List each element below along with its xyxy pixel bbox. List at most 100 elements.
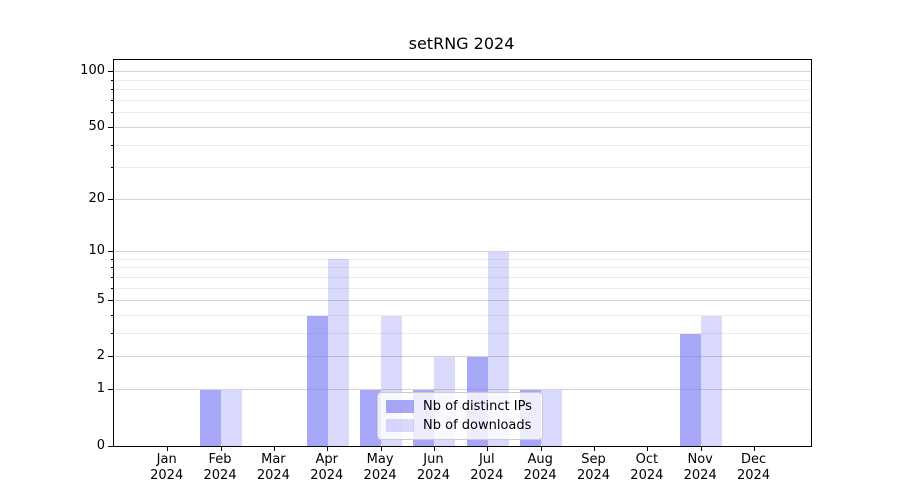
y-tick-mark-minor (111, 112, 114, 114)
x-tick-label: Jan 2024 (135, 452, 199, 484)
gridline-minor (114, 112, 811, 114)
gridline-minor (114, 79, 811, 81)
y-tick-mark-minor (111, 167, 114, 169)
y-tick-label: 1 (96, 381, 105, 397)
bar (327, 259, 349, 446)
y-tick-mark (108, 445, 114, 447)
gridline-major (114, 300, 811, 302)
x-tick-year: 2024 (683, 468, 717, 483)
gridline-major (114, 126, 811, 128)
x-tick-label: Feb 2024 (188, 452, 252, 484)
y-tick-label: 100 (80, 63, 105, 79)
x-tick-year: 2024 (310, 468, 344, 483)
x-tick-month: Aug (527, 452, 553, 467)
x-tick-year: 2024 (203, 468, 237, 483)
gridline-minor (114, 276, 811, 278)
legend-label: Nb of downloads (423, 418, 532, 433)
bar (200, 389, 222, 446)
x-tick-mark (220, 446, 222, 451)
x-tick-month: Feb (208, 452, 232, 467)
x-tick-year: 2024 (737, 468, 771, 483)
gridline-minor (114, 287, 811, 289)
y-tick-mark-minor (111, 100, 114, 102)
x-tick-mark (433, 446, 435, 451)
gridline-minor (114, 144, 811, 146)
gridline-minor (114, 315, 811, 317)
bar (221, 389, 243, 446)
x-tick-mark (380, 446, 382, 451)
x-tick-month: Jun (423, 452, 444, 467)
y-tick-label: 20 (88, 190, 105, 206)
x-tick-label: May 2024 (348, 452, 412, 484)
y-tick-label: 0 (96, 437, 105, 453)
x-tick-label: Oct 2024 (615, 452, 679, 484)
gridline-minor (114, 167, 811, 169)
y-tick-mark-minor (111, 258, 114, 260)
gridline-minor (114, 333, 811, 335)
x-tick-month: Jul (478, 452, 495, 467)
y-tick-mark (108, 300, 114, 302)
y-tick-mark-minor (111, 287, 114, 289)
x-tick-month: Sep (581, 452, 606, 467)
x-tick-month: Jan (156, 452, 177, 467)
x-tick-mark (487, 446, 489, 451)
x-tick-label: Jun 2024 (401, 452, 465, 484)
x-tick-mark (594, 446, 595, 451)
y-tick-mark (108, 198, 114, 200)
x-tick-mark (167, 446, 169, 451)
x-tick-mark (327, 446, 329, 451)
x-tick-year: 2024 (363, 468, 397, 483)
bar (701, 315, 723, 446)
y-tick-mark-minor (111, 79, 114, 81)
x-tick-month: May (366, 452, 394, 467)
x-tick-month: Mar (261, 452, 286, 467)
x-tick-label: Apr 2024 (295, 452, 359, 484)
bar (680, 333, 702, 446)
x-tick-label: Sep 2024 (562, 452, 626, 484)
gridline-major (114, 356, 811, 358)
x-tick-mark (540, 446, 542, 451)
y-tick-mark (108, 71, 114, 73)
x-tick-year: 2024 (630, 468, 664, 483)
plot-area (108, 59, 812, 451)
legend: Nb of distinct IPs Nb of downloads (377, 392, 543, 440)
legend-swatch-distinct-ips (386, 400, 414, 413)
x-tick-month: Dec (740, 452, 767, 467)
y-tick-mark-minor (111, 276, 114, 278)
x-tick-mark (700, 446, 702, 451)
chart-title: setRNG 2024 (408, 34, 515, 53)
gridline-minor (114, 258, 811, 260)
x-tick-month: Nov (687, 452, 713, 467)
x-tick-mark (647, 446, 649, 451)
x-tick-label: Dec 2024 (722, 452, 786, 484)
bar (541, 389, 563, 446)
x-tick-label: Mar 2024 (241, 452, 305, 484)
x-tick-mark (754, 446, 756, 451)
x-tick-mark (273, 446, 275, 451)
bar (360, 389, 382, 446)
x-tick-label: Nov 2024 (668, 452, 732, 484)
legend-item-distinct-ips: Nb of distinct IPs (386, 399, 532, 414)
legend-label: Nb of distinct IPs (423, 399, 532, 414)
x-tick-year: 2024 (256, 468, 290, 483)
y-tick-mark (108, 389, 114, 391)
y-tick-label: 50 (88, 118, 105, 134)
x-tick-label: Aug 2024 (508, 452, 572, 484)
y-tick-label: 10 (88, 243, 105, 259)
y-tick-mark-minor (111, 144, 114, 146)
gridline-major (114, 71, 811, 73)
y-tick-mark (108, 356, 114, 358)
y-tick-mark-minor (111, 89, 114, 91)
x-tick-label: Jul 2024 (455, 452, 519, 484)
gridline-major (114, 251, 811, 253)
y-tick-mark-minor (111, 315, 114, 317)
y-tick-label: 2 (96, 348, 105, 364)
y-tick-mark-minor (111, 333, 114, 335)
y-tick-mark (108, 251, 114, 253)
x-tick-month: Apr (315, 452, 339, 467)
gridline-major (114, 198, 811, 200)
gridline-major (114, 389, 811, 391)
x-tick-year: 2024 (523, 468, 557, 483)
x-tick-year: 2024 (470, 468, 504, 483)
